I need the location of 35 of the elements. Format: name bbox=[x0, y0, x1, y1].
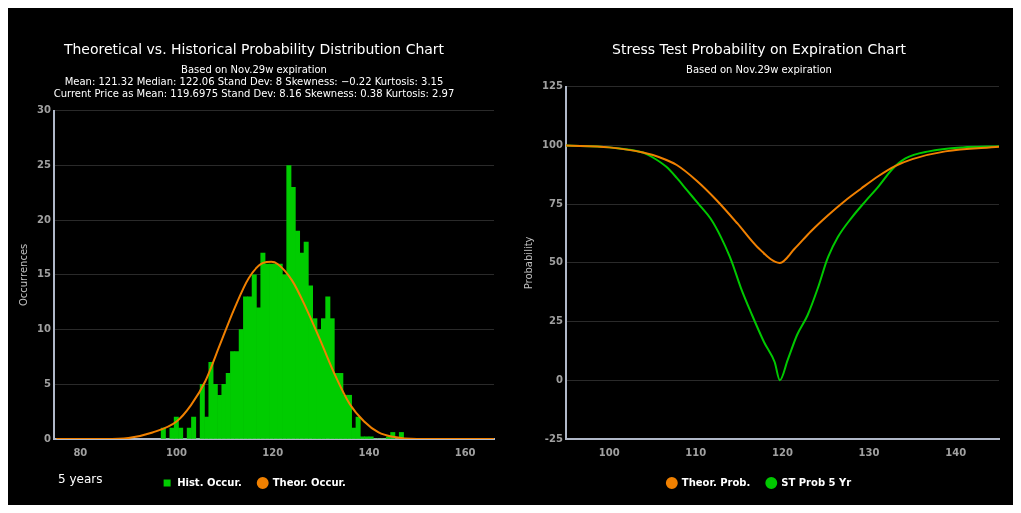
legend-label: Theor. Occur. bbox=[272, 476, 346, 488]
x-tick-label: 160 bbox=[454, 446, 476, 458]
chart-subtitle: Based on Nov.29w expiration Mean: 121.32 Median: 122.06 Stand Dev: 8 Skewness: −0.22 Kurtosis: 3.15 Current Price as Mean: 119.6975 Stand Dev: 8.16 Skewness: 0.38 Kurtosis: 2.97 bbox=[53, 64, 455, 100]
x-tick-label: 100 bbox=[166, 446, 188, 458]
x-tick-label: 140 bbox=[358, 446, 380, 458]
x-tick-label: 120 bbox=[772, 446, 793, 458]
legend-label: Theor. Prob. bbox=[681, 476, 751, 488]
chart-subtitle: Based on Nov.29w expiration bbox=[686, 64, 832, 76]
y-tick-label: -25 bbox=[544, 432, 563, 444]
y-tick-label: 25 bbox=[548, 315, 563, 327]
y-tick-label: 0 bbox=[555, 373, 563, 385]
y-tick-label: 20 bbox=[36, 213, 51, 225]
text: 5 years bbox=[58, 472, 103, 487]
x-tick-label: 120 bbox=[262, 446, 284, 458]
y-tick-label: 30 bbox=[36, 104, 51, 116]
y-tick-label: 100 bbox=[542, 139, 563, 151]
y-tick-label: 10 bbox=[36, 323, 51, 335]
y-tick-label: 0 bbox=[43, 432, 51, 444]
x-tick-label: 80 bbox=[73, 446, 88, 458]
x-tick-label: 130 bbox=[858, 446, 880, 458]
chart-title: Stress Test Probability on Expiration Chart bbox=[612, 41, 907, 58]
y-axis-title: Probability bbox=[522, 236, 534, 290]
y-tick-label: 125 bbox=[542, 80, 563, 92]
y-tick-label: 25 bbox=[36, 159, 51, 171]
y-tick-label: 5 bbox=[43, 377, 51, 389]
chart-title: Theoretical vs. Historical Probability Distribution Chart bbox=[62, 41, 445, 58]
x-tick-label: 140 bbox=[945, 446, 967, 458]
x-tick-label: 110 bbox=[685, 446, 707, 458]
y-tick-label: 75 bbox=[548, 197, 563, 209]
legend-label: Hist. Occur. bbox=[177, 476, 242, 488]
y-axis-title: Occurrences bbox=[17, 243, 29, 307]
y-tick-label: 50 bbox=[548, 256, 563, 268]
legend-label: ST Prob 5 Yr bbox=[781, 476, 852, 488]
y-tick-label: 15 bbox=[36, 268, 51, 280]
x-tick-label: 100 bbox=[598, 446, 620, 458]
